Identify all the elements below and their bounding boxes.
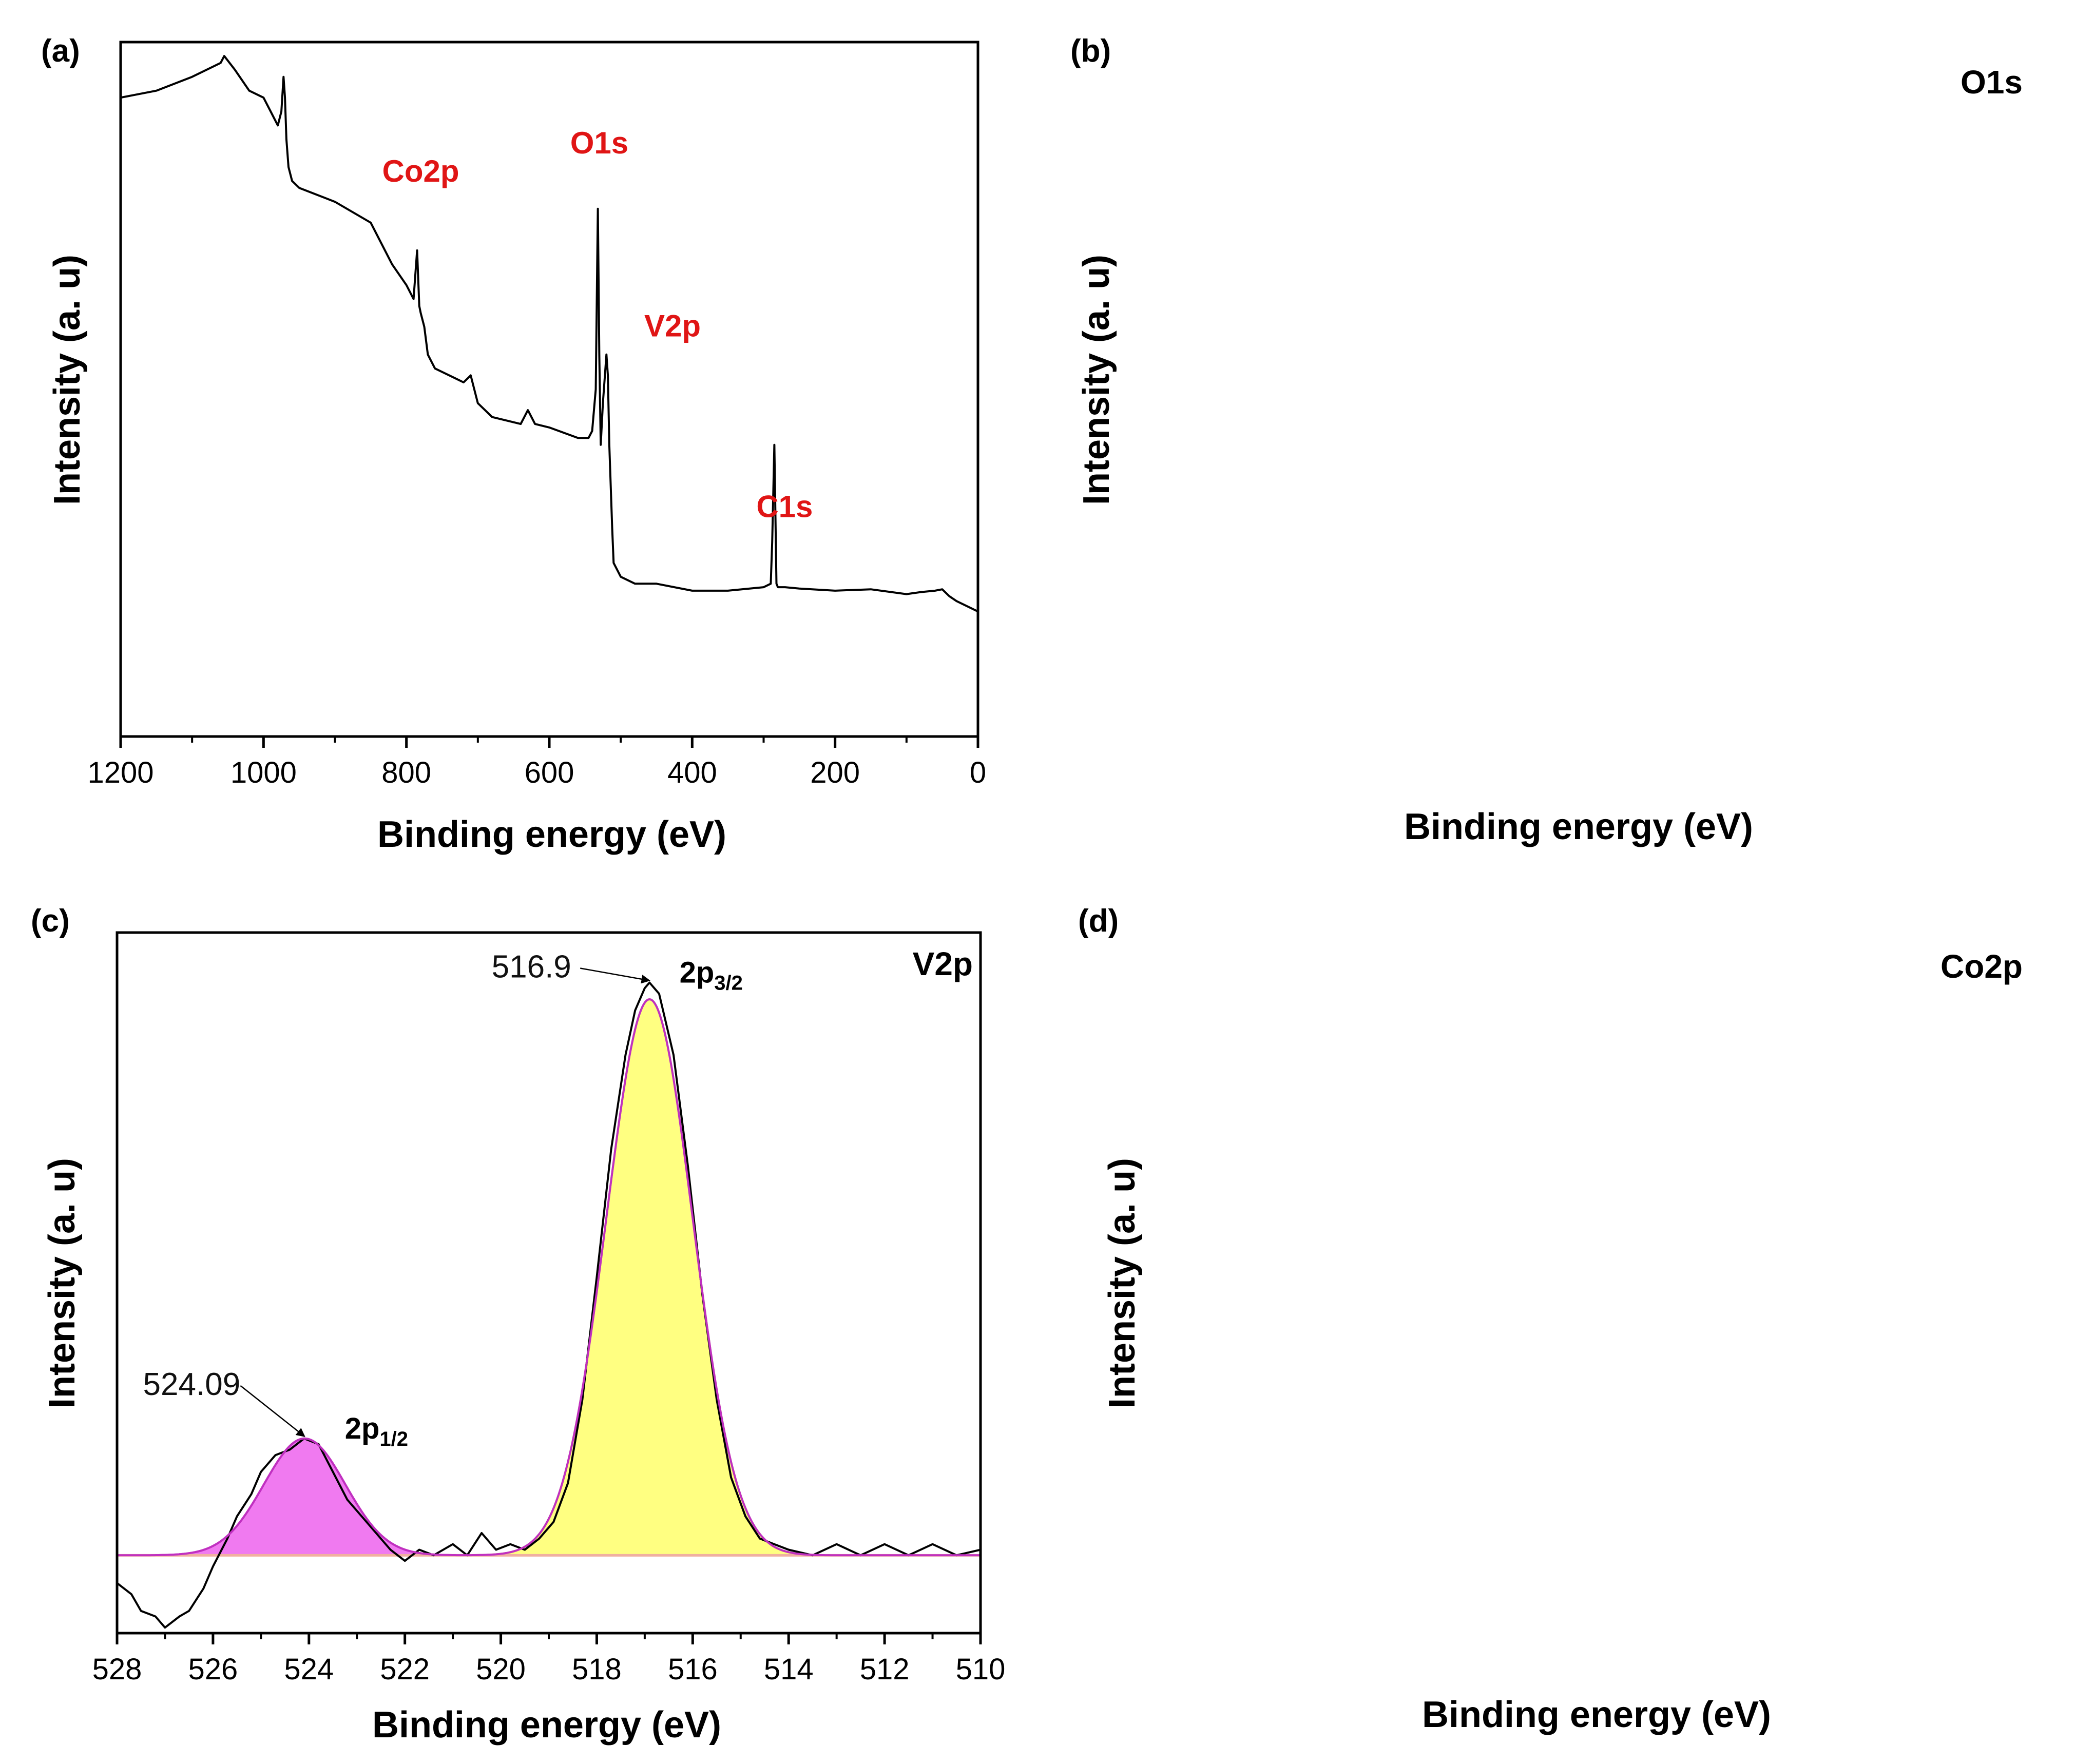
peak-arrow: [580, 967, 650, 984]
x-tick-label: 516: [668, 1653, 718, 1686]
x-tick-label: 0: [970, 756, 986, 789]
peak-value-label: 524.09: [143, 1367, 241, 1402]
x-tick-label: 518: [572, 1653, 622, 1686]
panel-d: (d) Co2p Binding energy (eV) Intensity (…: [1078, 903, 2023, 1735]
y-axis-title: Intensity (a. u): [42, 1158, 83, 1408]
x-axis-title: Binding energy (eV): [372, 1704, 721, 1746]
plot-area: 1200 1000 800 600 400 200 0 Co2p O1s V2p C1s: [87, 41, 986, 789]
x-tick-label: 526: [188, 1653, 238, 1686]
envelope-curve: [117, 998, 981, 1557]
peak-name-subscript: 3/2: [714, 972, 743, 995]
x-tick-label: 522: [380, 1653, 430, 1686]
element-label: O1s: [1961, 64, 2023, 101]
element-annotation: O1s: [570, 126, 628, 160]
element-annotation: V2p: [644, 308, 701, 343]
x-tick-label: 528: [92, 1653, 142, 1686]
panel-c: (c) V2p Binding energy (eV) Intensity (a…: [31, 903, 973, 1746]
peak-name-label: 2p1/2: [345, 1412, 408, 1450]
panel-label: (b): [1070, 33, 1111, 69]
x-tick-label: 524: [284, 1653, 334, 1686]
x-tick-label: 520: [476, 1653, 526, 1686]
peak-value-label: 516.9: [492, 949, 571, 985]
element-annotation: Co2p: [382, 154, 459, 188]
panel-a: (a) Binding energy (eV) Intensity (a. u)…: [41, 33, 986, 855]
x-tick-label: 200: [810, 756, 860, 789]
x-tick-label: 512: [860, 1653, 910, 1686]
y-axis-title: Intensity (a. u): [47, 255, 88, 505]
peak-arrow: [240, 1385, 305, 1437]
y-axis-title: Intensity (a. u): [1102, 1158, 1143, 1408]
x-tick-label: 800: [381, 756, 431, 789]
panel-label: (c): [31, 903, 70, 939]
x-tick-label: 600: [525, 756, 574, 789]
y-axis-title: Intensity (a. u): [1076, 255, 1117, 505]
element-annotation: C1s: [756, 490, 813, 524]
component-fill: [121, 1438, 488, 1556]
panel-label: (d): [1078, 903, 1119, 939]
x-tick-label: 400: [667, 756, 717, 789]
element-label: V2p: [913, 945, 973, 982]
x-axis-title: Binding energy (eV): [377, 814, 726, 855]
component-fill: [455, 999, 844, 1556]
peak-name-main: 2p: [345, 1412, 380, 1445]
peak-name-label: 2p3/2: [680, 956, 743, 995]
plot-area: 528 526 524 522 520 518 516 514 512 510524.092p1/…: [92, 931, 1006, 1686]
axes-frame: [119, 41, 979, 738]
peak-name-subscript: 1/2: [379, 1428, 408, 1450]
panel-label: (a): [41, 33, 80, 69]
raw-spectrum-line: [121, 55, 978, 613]
x-tick-label: 1000: [230, 756, 297, 789]
panel-b: (b) O1s Binding energy (eV) Intensity (a…: [92, 33, 2023, 1686]
x-tick-label: 1200: [87, 756, 153, 789]
peak-name-main: 2p: [680, 956, 715, 990]
x-tick-label: 514: [764, 1653, 814, 1686]
x-tick-label: 510: [956, 1653, 1006, 1686]
x-axis-title: Binding energy (eV): [1422, 1694, 1771, 1735]
x-axis-title: Binding energy (eV): [1404, 806, 1753, 847]
element-label: Co2p: [1940, 948, 2023, 985]
plot-interior: [121, 55, 978, 613]
plot-interior: [117, 981, 981, 1629]
